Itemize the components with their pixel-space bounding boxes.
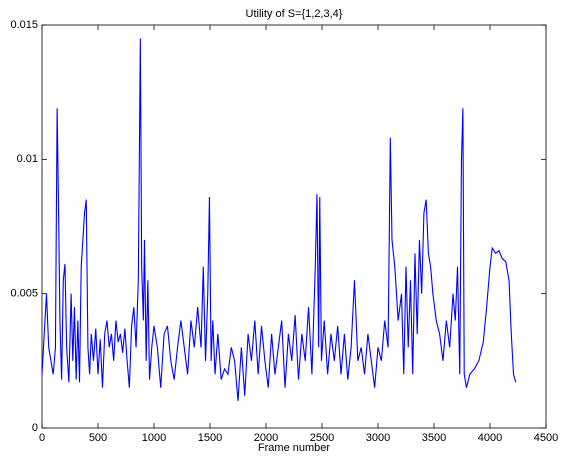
x-tick-label: 1500 (198, 432, 222, 444)
y-tick-label: 0.015 (10, 19, 38, 31)
x-tick-label: 3500 (422, 432, 446, 444)
x-tick-label: 1000 (142, 432, 166, 444)
x-tick-label: 500 (89, 432, 107, 444)
x-axis-label: Frame number (258, 442, 330, 454)
x-tick-label: 4000 (478, 432, 502, 444)
x-tick-label: 2500 (310, 432, 334, 444)
x-tick-label: 2000 (254, 432, 278, 444)
x-tick-label: 4500 (534, 432, 558, 444)
data-line (41, 38, 517, 402)
y-tick-label: 0 (32, 422, 38, 434)
y-tick-label: 0.01 (17, 153, 38, 165)
chart-title: Utility of S={1,2,3,4} (246, 8, 343, 20)
axes-box (41, 24, 547, 429)
x-tick-label: 0 (39, 432, 45, 444)
x-tick-label: 3000 (366, 432, 390, 444)
y-tick-label: 0.005 (10, 288, 38, 300)
